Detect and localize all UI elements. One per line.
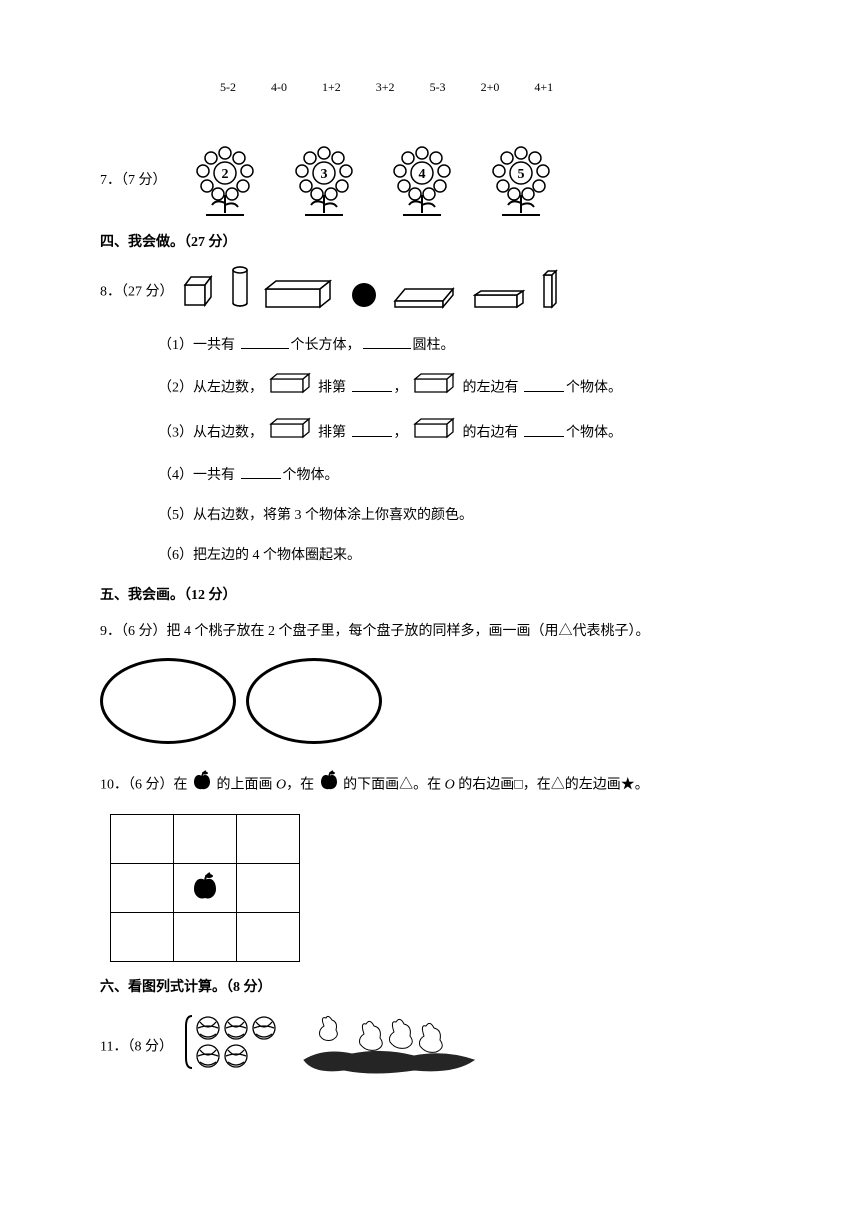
apple-icon (192, 769, 212, 802)
plate-oval[interactable] (100, 658, 236, 744)
text: 的上面画 (217, 778, 277, 793)
text: 圆柱。 (413, 338, 455, 353)
svg-text:5: 5 (517, 167, 524, 182)
q8-p6: （6）把左边的 4 个物体圈起来。 (158, 542, 760, 570)
svg-text:2: 2 (222, 167, 229, 182)
text: 个物体。 (283, 468, 339, 483)
section6-title: 六、看图列式计算。（8 分） (100, 976, 760, 996)
blank[interactable] (241, 464, 281, 479)
q8-p5: （5）从右边数，将第 3 个物体涂上你喜欢的颜色。 (158, 502, 760, 530)
blank[interactable] (363, 334, 411, 349)
svg-text:4: 4 (419, 167, 426, 182)
q8-p1: （1）一共有 个长方体， 圆柱。 (158, 332, 760, 360)
q8-points: （27 分） (121, 285, 174, 300)
q7-num: 7． (100, 173, 121, 188)
thin-cuboid-icon (542, 269, 558, 320)
q9-num: 9． (100, 624, 121, 639)
q9: 9．（6 分）把 4 个桃子放在 2 个盘子里，每个盘子放的同样多，画一画（用△… (100, 618, 760, 646)
blank[interactable] (524, 377, 564, 392)
expr: 4+1 (534, 80, 553, 95)
text: 的右边画□，在△的左边画★。 (455, 778, 649, 793)
expr: 3+2 (376, 80, 395, 95)
expr: 5-3 (430, 80, 446, 95)
text: ， (394, 381, 408, 396)
expr: 2+0 (481, 80, 500, 95)
section5-title: 五、我会画。（12 分） (100, 584, 760, 604)
flower: 4 (387, 145, 457, 217)
expr: 1+2 (322, 80, 341, 95)
q11: 11．（8 分） (100, 1010, 760, 1085)
short-cuboid-icon (473, 289, 527, 320)
expr: 5-2 (220, 80, 236, 95)
blank[interactable] (352, 422, 392, 437)
q9-text: （6 分）把 4 个桃子放在 2 个盘子里，每个盘子放的同样多，画一画（用△代表… (121, 624, 650, 639)
text: ， (394, 426, 408, 441)
q8-num: 8． (100, 285, 121, 300)
grid-apple-cell (174, 864, 237, 913)
flower: 2 (190, 145, 260, 217)
sphere-icon (350, 281, 378, 320)
cuboid-inline-icon (269, 372, 313, 405)
q10: 10．（6 分）在 的上面画 O，在 的下面画△。在 O 的右边画□，在△的左边… (100, 769, 760, 802)
svg-text:3: 3 (320, 167, 327, 182)
text: 个物体。 (566, 426, 622, 441)
q8-p4: （4）一共有 个物体。 (158, 462, 760, 490)
letter-O: O (445, 778, 455, 793)
text: 的下面画△。在 (343, 778, 445, 793)
text: 排第 (318, 381, 350, 396)
text: 的左边有 (463, 381, 523, 396)
cuboid-icon (264, 279, 334, 320)
apple-icon (319, 769, 339, 802)
expression-row: 5-2 4-0 1+2 3+2 5-3 2+0 4+1 (220, 80, 760, 95)
worksheet-page: 5-2 4-0 1+2 3+2 5-3 2+0 4+1 7．（7 分） 2 (0, 0, 860, 1137)
q10-num: 10． (100, 778, 128, 793)
q8-p3: （3）从右边数， 排第 ， 的右边有 个物体。 (158, 417, 760, 450)
q11-picture (184, 1010, 484, 1085)
q11-num: 11． (100, 1040, 127, 1055)
plate-oval[interactable] (246, 658, 382, 744)
text: （2）从左边数， (158, 381, 263, 396)
shapes-row (181, 265, 570, 320)
flat-cuboid-icon (393, 287, 457, 320)
text: （3）从右边数， (158, 426, 263, 441)
text: （1）一共有 (158, 338, 239, 353)
q7: 7．（7 分） 2 (100, 145, 760, 217)
cuboid-inline-icon (413, 372, 457, 405)
cuboid-inline-icon (269, 417, 313, 450)
flower-row: 2 3 (190, 145, 581, 217)
text: 排第 (318, 426, 350, 441)
text: ，在 (286, 778, 314, 793)
grid-3x3[interactable] (110, 814, 300, 962)
q8: 8．（27 分） (100, 265, 760, 320)
section4-title: 四、我会做。（27 分） (100, 231, 760, 251)
text: （4）一共有 (158, 468, 239, 483)
cylinder-icon (231, 265, 249, 320)
cuboid-inline-icon (413, 417, 457, 450)
text: 个物体。 (566, 381, 622, 396)
q11-points: （8 分） (127, 1040, 173, 1055)
expr: 4-0 (271, 80, 287, 95)
blank[interactable] (524, 422, 564, 437)
q8-p2: （2）从左边数， 排第 ， 的左边有 个物体。 (158, 372, 760, 405)
flower: 3 (289, 145, 359, 217)
q7-points: （7 分） (121, 173, 167, 188)
blank[interactable] (352, 377, 392, 392)
cube-icon (181, 273, 215, 320)
text: （6 分）在 (128, 778, 188, 793)
letter-O: O (276, 778, 286, 793)
flower: 5 (486, 145, 556, 217)
text: 的右边有 (463, 426, 523, 441)
blank[interactable] (241, 334, 289, 349)
plates (100, 658, 760, 749)
text: 个长方体， (291, 338, 361, 353)
